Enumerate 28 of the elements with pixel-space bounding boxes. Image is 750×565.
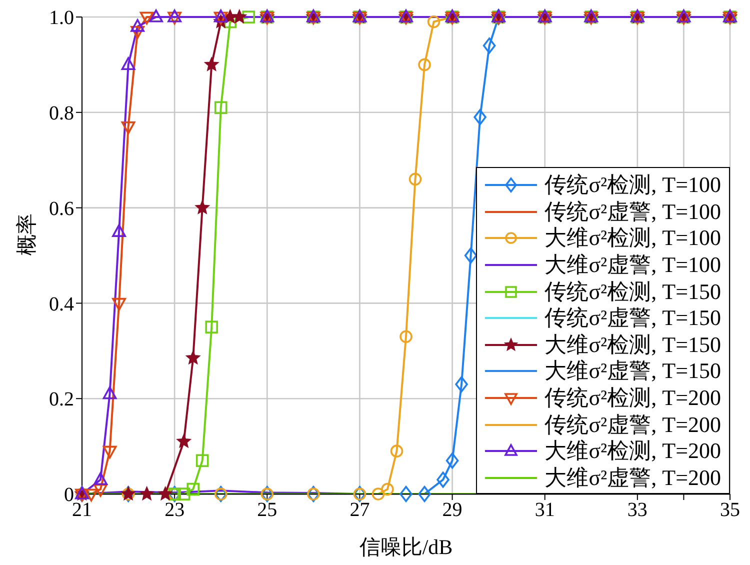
x-tick-label: 33 xyxy=(627,499,648,522)
legend-label: 大维σ²检测, T=150 xyxy=(544,330,721,359)
y-tick-label: 0.4 xyxy=(49,293,74,316)
legend-label: 大维σ²虚警, T=150 xyxy=(544,357,721,386)
y-tick-label: 1.0 xyxy=(49,7,74,30)
y-axis-title: 概率 xyxy=(14,214,38,256)
x-tick-label: 21 xyxy=(72,499,92,522)
y-tick-label: 0.8 xyxy=(49,102,74,124)
x-tick-label: 25 xyxy=(257,499,278,522)
x-tick-label: 35 xyxy=(720,499,740,522)
legend-label: 传统σ²虚警, T=150 xyxy=(544,304,721,332)
legend-label: 传统σ²虚警, T=100 xyxy=(544,198,721,226)
legend-label: 传统σ²检测, T=150 xyxy=(544,278,721,306)
legend-label: 大维σ²检测, T=100 xyxy=(544,224,721,252)
legend-label: 传统σ²检测, T=200 xyxy=(544,384,721,412)
x-tick-label: 29 xyxy=(442,499,462,522)
legend-label: 传统σ²检测, T=100 xyxy=(544,171,721,200)
x-tick-label: 27 xyxy=(350,499,370,522)
x-tick-label: 23 xyxy=(164,499,185,522)
legend-label: 大维σ²虚警, T=100 xyxy=(544,250,721,279)
legend-label: 大维σ²检测, T=200 xyxy=(544,437,721,466)
x-tick-label: 31 xyxy=(534,499,555,522)
legend-label: 传统σ²虚警, T=200 xyxy=(544,410,721,439)
legend-label: 大维σ²虚警, T=200 xyxy=(544,464,721,492)
y-tick-label: 0.2 xyxy=(49,388,74,411)
y-tick-label: 0 xyxy=(64,484,74,506)
x-axis-title: 信噪比/dB xyxy=(359,535,453,559)
y-tick-label: 0.6 xyxy=(49,198,74,220)
